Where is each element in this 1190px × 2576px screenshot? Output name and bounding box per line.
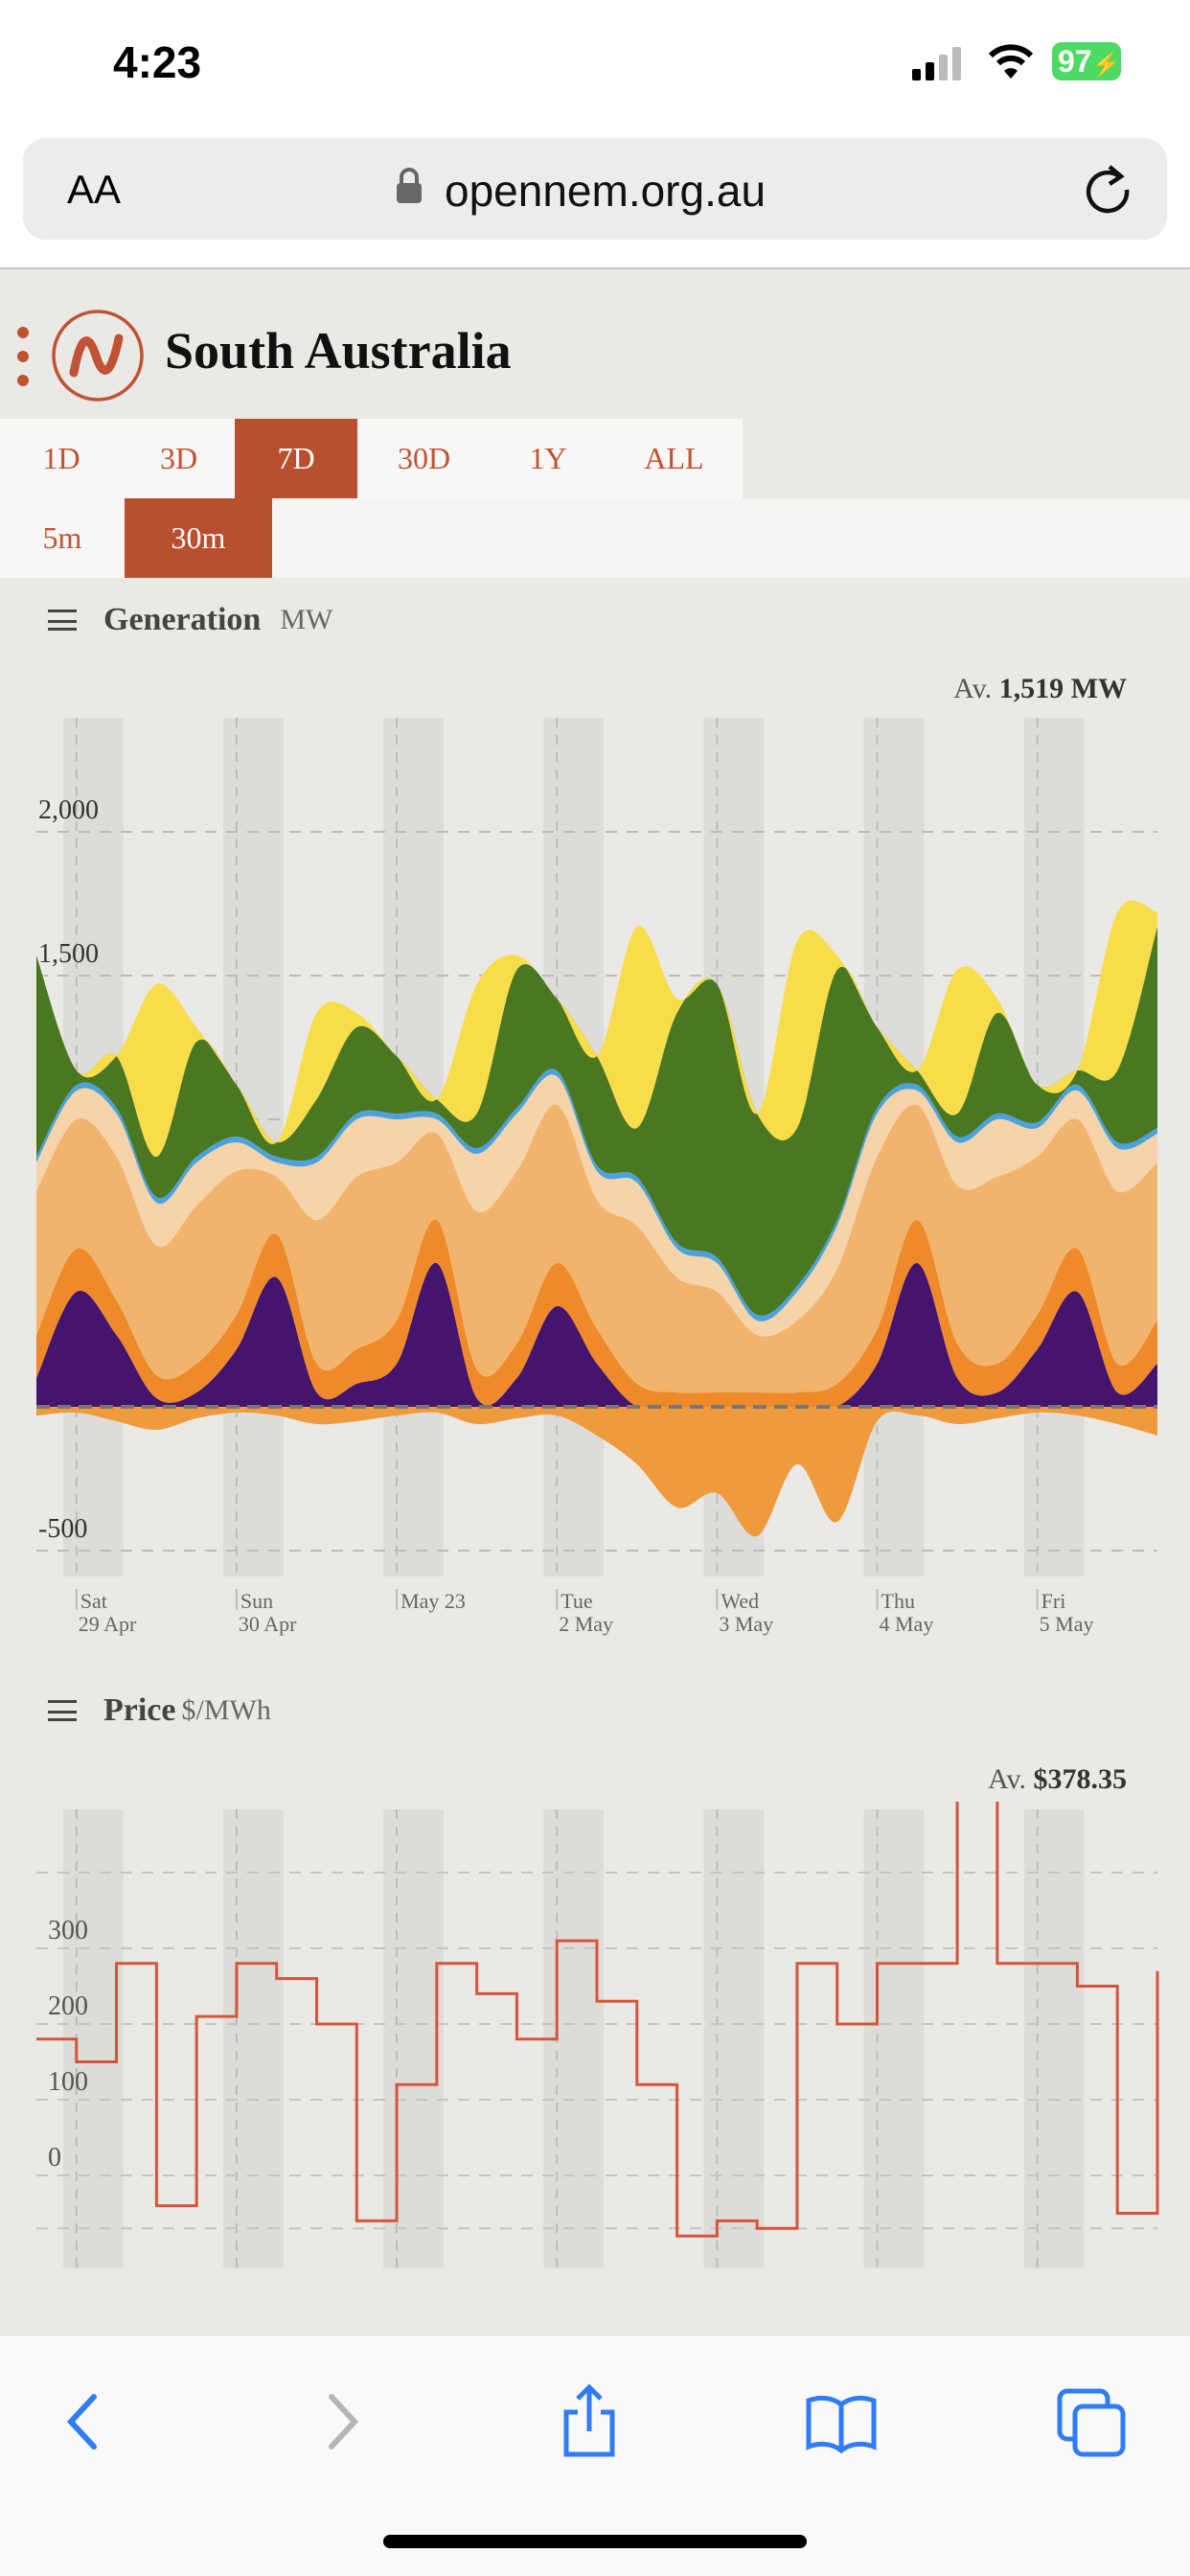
avg-label: Av. xyxy=(988,1763,1026,1795)
price-title: Price xyxy=(103,1692,176,1728)
x-tick-label: Sat xyxy=(80,1589,107,1613)
y-tick-label: 100 xyxy=(48,2067,88,2097)
y-tick-label: 300 xyxy=(48,1916,88,1945)
x-tick-sublabel: 3 May xyxy=(719,1612,773,1636)
y-tick-label: -500 xyxy=(38,1514,87,1544)
bookmarks-icon[interactable] xyxy=(803,2383,880,2460)
tab-all[interactable]: ALL xyxy=(606,419,743,498)
night-band xyxy=(703,1809,765,2268)
area-solar-rooftop- xyxy=(36,900,1157,1158)
avg-value: 1,519 MW xyxy=(998,673,1127,704)
more-menu-icon[interactable] xyxy=(15,325,31,388)
y-tick-label: 200 xyxy=(48,1991,88,2021)
x-tick-label: Sun xyxy=(240,1589,273,1613)
region-title: South Australia xyxy=(165,322,512,380)
home-indicator xyxy=(383,2535,807,2548)
status-bar: 4:23 97⚡ xyxy=(0,0,1190,134)
area-gas-ccgt- xyxy=(36,1104,1157,1393)
tab-1d[interactable]: 1D xyxy=(0,419,123,498)
x-tick-label: Tue xyxy=(561,1589,592,1613)
area-gas-steam- xyxy=(36,1219,1157,1411)
wifi-icon xyxy=(988,44,1034,79)
night-band xyxy=(1023,1809,1085,2268)
generation-header: Generation MW xyxy=(48,602,332,638)
price-chart[interactable]: 300 200 100 0 xyxy=(0,1802,1190,2281)
generation-title: Generation xyxy=(103,602,262,637)
tab-7d[interactable]: 7D xyxy=(235,419,357,498)
charging-bolt-icon: ⚡ xyxy=(1091,52,1121,78)
cellular-signal-icon xyxy=(912,47,961,80)
night-band xyxy=(223,1809,284,2268)
tab-3d[interactable]: 3D xyxy=(123,419,235,498)
x-tick-sublabel: 4 May xyxy=(880,1612,934,1636)
lock-icon xyxy=(397,168,422,203)
tab-30d[interactable]: 30D xyxy=(357,419,491,498)
price-line xyxy=(36,1802,1159,2238)
x-tick-sublabel: 2 May xyxy=(559,1612,613,1636)
night-band xyxy=(863,1809,925,2268)
tab-5m[interactable]: 5m xyxy=(0,498,125,578)
x-tick-sublabel: 5 May xyxy=(1040,1612,1094,1636)
price-menu-icon[interactable] xyxy=(48,1700,77,1721)
tab-1y[interactable]: 1Y xyxy=(491,419,606,498)
forward-icon[interactable] xyxy=(303,2383,379,2460)
url-text[interactable]: opennem.org.au xyxy=(445,166,767,216)
battery-indicator: 97⚡ xyxy=(1052,42,1121,80)
y-tick-label: 1,500 xyxy=(38,939,99,969)
y-tick-label: 2,000 xyxy=(38,795,99,825)
range-tabs: 1D 3D 7D 30D 1Y ALL xyxy=(0,419,1190,498)
price-unit: $/MWh xyxy=(181,1694,271,1726)
x-tick-sublabel: 29 Apr xyxy=(79,1612,137,1636)
price-average: Av. $378.35 xyxy=(988,1763,1127,1796)
x-tick-label: Fri xyxy=(1041,1589,1066,1613)
area-imports xyxy=(36,1262,1157,1411)
opennem-logo[interactable] xyxy=(50,308,146,403)
share-icon[interactable] xyxy=(551,2383,628,2460)
x-tick-sublabel: 30 Apr xyxy=(239,1612,297,1636)
tab-30m[interactable]: 30m xyxy=(125,498,272,578)
avg-value: $378.35 xyxy=(1033,1763,1128,1795)
x-tick-label: Thu xyxy=(881,1589,915,1613)
x-tick-label: Wed xyxy=(721,1589,759,1613)
generation-unit: MW xyxy=(280,604,333,635)
clock: 4:23 xyxy=(113,37,202,87)
tabs-icon[interactable] xyxy=(1054,2383,1131,2460)
area-gas-ocgt- xyxy=(36,1074,1157,1337)
battery-level: 97 xyxy=(1058,44,1092,79)
generation-menu-icon[interactable] xyxy=(48,610,77,631)
price-header: Price $/MWh xyxy=(48,1692,271,1729)
area-wind xyxy=(36,927,1157,1316)
generation-average: Av. 1,519 MW xyxy=(953,673,1127,705)
text-size-button[interactable]: AA xyxy=(67,167,122,212)
y-tick-label: 0 xyxy=(48,2143,61,2173)
address-bar[interactable]: AA opennem.org.au xyxy=(23,138,1167,240)
reload-icon[interactable] xyxy=(1081,161,1134,215)
avg-label: Av. xyxy=(953,673,993,704)
area-exports xyxy=(36,1407,1157,1537)
back-icon[interactable] xyxy=(46,2383,123,2460)
night-band xyxy=(383,1809,444,2268)
interval-tabs: 5m 30m xyxy=(0,498,1190,578)
x-tick-label: May 23 xyxy=(400,1589,466,1613)
browser-address-area: AA opennem.org.au xyxy=(0,134,1190,269)
site-header: South Australia xyxy=(0,271,1190,419)
